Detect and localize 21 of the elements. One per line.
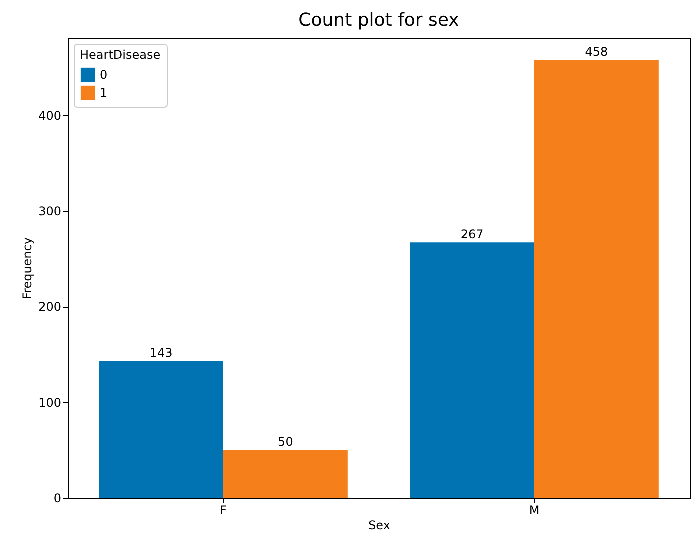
y-tick-label: 200 xyxy=(38,300,62,314)
data-label: 458 xyxy=(585,44,608,59)
y-tick-label: 100 xyxy=(38,396,62,410)
y-axis-title: Frequency xyxy=(20,238,35,300)
bar xyxy=(99,361,224,498)
data-label: 50 xyxy=(278,435,294,450)
y-tick-label: 300 xyxy=(38,204,62,219)
legend-label: 0 xyxy=(100,68,108,82)
data-label: 267 xyxy=(460,228,484,242)
y-tick-label: 0 xyxy=(54,492,62,506)
x-tick-label: F xyxy=(220,504,228,518)
bar xyxy=(410,242,534,498)
legend-title: HeartDisease xyxy=(80,48,161,62)
bar xyxy=(224,450,348,498)
x-axis-title: Sex xyxy=(368,518,390,532)
chart-title: Count plot for sex xyxy=(298,10,460,31)
y-tick-label: 400 xyxy=(38,108,62,123)
bar xyxy=(534,60,659,498)
data-label: 143 xyxy=(150,346,173,360)
x-tick-label: M xyxy=(529,504,540,518)
legend-label: 1 xyxy=(100,86,108,100)
